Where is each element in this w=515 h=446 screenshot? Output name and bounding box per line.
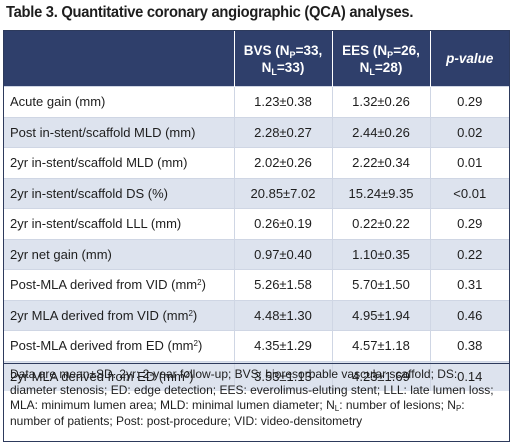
table-footnote: Data are mean±SD. 2yr: 2-year follow-up;…	[4, 363, 509, 429]
ees-value: 15.24±9.35	[331, 177, 430, 209]
p-value: 0.14	[429, 360, 509, 391]
ees-value: 1.32±0.26	[331, 86, 430, 117]
p-value: <0.01	[429, 177, 509, 209]
row-label: 2yr MLA derived from ED (mm2)	[4, 360, 234, 391]
p-value: 0.01	[429, 147, 509, 178]
p-value: 0.38	[429, 330, 509, 361]
bvs-value: 2.02±0.26	[233, 147, 332, 178]
bvs-value: 0.26±0.19	[233, 208, 332, 239]
ees-value: 4.57±1.18	[331, 330, 430, 361]
bvs-value: 1.23±0.38	[233, 86, 332, 117]
table-row: Post-MLA derived from ED (mm2) 4.35±1.29 4…	[4, 330, 509, 361]
header-ees: EES (NP=26, NL=28)	[331, 31, 430, 87]
row-label: 2yr net gain (mm)	[4, 238, 234, 270]
row-label: 2yr MLA derived from VID (mm2)	[4, 299, 234, 331]
header-p-value: p-value	[429, 31, 509, 87]
ees-value: 4.23±1.69	[331, 360, 430, 391]
ees-value: 5.70±1.50	[331, 269, 430, 300]
row-label: Post-MLA derived from VID (mm2)	[4, 269, 234, 300]
ees-value: 2.44±0.26	[331, 116, 430, 148]
header-row: BVS (NP=33, NL=33) EES (NP=26, NL=28) p-…	[4, 31, 509, 87]
ees-value: 2.22±0.34	[331, 147, 430, 178]
bvs-value: 4.35±1.29	[233, 330, 332, 361]
p-value: 0.29	[429, 208, 509, 239]
bvs-value: 5.26±1.58	[233, 269, 332, 300]
table-row: 2yr in-stent/scaffold MLD (mm) 2.02±0.26 2…	[4, 147, 509, 178]
p-value: 0.22	[429, 238, 509, 270]
p-value: 0.02	[429, 116, 509, 148]
table-row: Post in-stent/scaffold MLD (mm) 2.28±0.27…	[4, 116, 509, 148]
header-bvs: BVS (NP=33, NL=33)	[233, 31, 332, 87]
p-value: 0.46	[429, 299, 509, 331]
row-label: 2yr in-stent/scaffold LLL (mm)	[4, 208, 234, 239]
table-row: 2yr net gain (mm) 0.97±0.40 1.10±0.35 0.22	[4, 238, 509, 270]
bvs-value: 0.97±0.40	[233, 238, 332, 270]
table-row: 2yr MLA derived from VID (mm2) 4.48±1.30 4…	[4, 299, 509, 331]
row-label: 2yr in-stent/scaffold MLD (mm)	[4, 147, 234, 178]
table-title: Table 3. Quantitative coronary angiograp…	[6, 4, 414, 21]
bvs-value: 20.85±7.02	[233, 177, 332, 209]
p-value: 0.29	[429, 86, 509, 117]
table-frame: BVS (NP=33, NL=33) EES (NP=26, NL=28) p-…	[3, 30, 510, 442]
ees-value: 1.10±0.35	[331, 238, 430, 270]
table-row: Post-MLA derived from VID (mm2) 5.26±1.58…	[4, 269, 509, 300]
ees-value: 4.95±1.94	[331, 299, 430, 331]
table-row: 2yr in-stent/scaffold LLL (mm) 0.26±0.19 0…	[4, 208, 509, 239]
p-value: 0.31	[429, 269, 509, 300]
table-row: 2yr in-stent/scaffold DS (%) 20.85±7.02 15…	[4, 177, 509, 209]
header-label-cell	[4, 31, 234, 87]
table-row: 2yr MLA derived from ED (mm2) 3.53±1.13 4.…	[4, 360, 509, 391]
bvs-value: 4.48±1.30	[233, 299, 332, 331]
row-label: Post in-stent/scaffold MLD (mm)	[4, 116, 234, 148]
row-label: 2yr in-stent/scaffold DS (%)	[4, 177, 234, 209]
bvs-value: 3.53±1.13	[233, 360, 332, 391]
row-label: Post-MLA derived from ED (mm2)	[4, 330, 234, 361]
table-row: Acute gain (mm) 1.23±0.38 1.32±0.26 0.29	[4, 86, 509, 117]
row-label: Acute gain (mm)	[4, 86, 234, 117]
bvs-value: 2.28±0.27	[233, 116, 332, 148]
ees-value: 0.22±0.22	[331, 208, 430, 239]
qca-table: BVS (NP=33, NL=33) EES (NP=26, NL=28) p-…	[4, 31, 509, 391]
